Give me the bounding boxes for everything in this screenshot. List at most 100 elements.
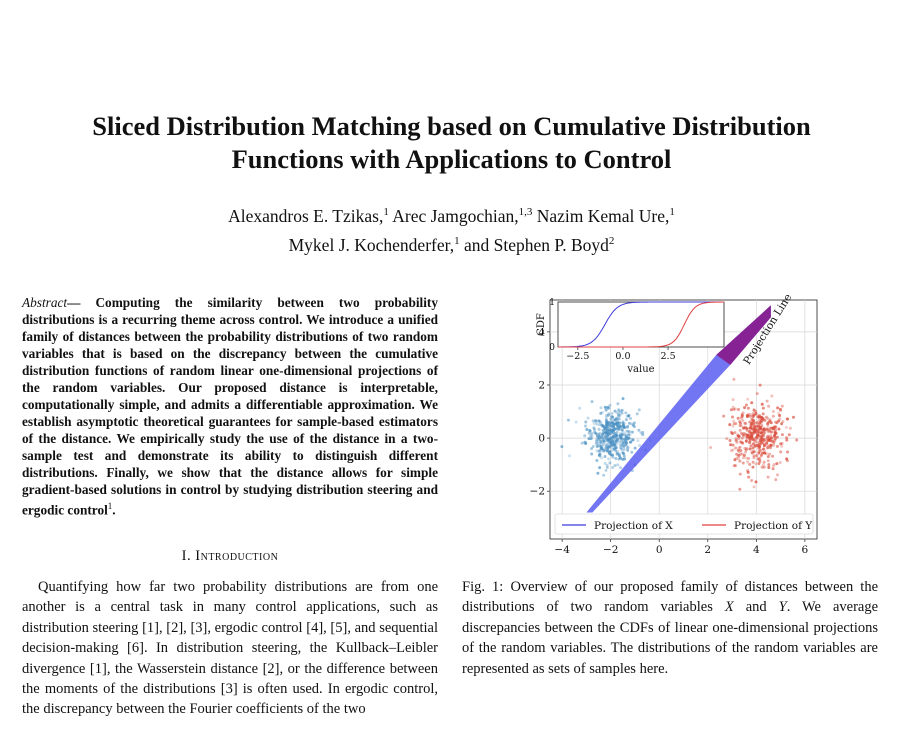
scatter-point <box>617 420 621 424</box>
scatter-point <box>755 421 759 425</box>
scatter-point <box>611 440 615 444</box>
scatter-point <box>750 432 754 436</box>
scatter-point <box>778 413 782 417</box>
scatter-point <box>757 418 761 422</box>
scatter-point <box>771 464 775 468</box>
scatter-point <box>741 456 745 460</box>
scatter-point <box>625 414 629 418</box>
scatter-point <box>751 415 755 419</box>
scatter-point <box>609 417 613 421</box>
scatter-point <box>722 414 726 418</box>
inset-frame <box>557 301 725 348</box>
scatter-point <box>758 416 762 420</box>
scatter-point <box>587 437 591 441</box>
legend-label: Projection of X <box>594 520 673 532</box>
scatter-point <box>637 408 641 412</box>
authors-line-2: Mykel J. Kochenderfer,1 and Stephen P. B… <box>0 229 903 258</box>
scatter-point <box>594 442 598 446</box>
scatter-point <box>778 461 782 465</box>
scatter-point <box>728 423 732 427</box>
scatter-point <box>733 431 737 435</box>
scatter-point <box>746 433 750 437</box>
scatter-point <box>754 462 758 466</box>
scatter-point <box>639 431 643 435</box>
scatter-point <box>626 448 630 452</box>
scatter-point <box>758 448 762 452</box>
scatter-point <box>599 447 603 451</box>
scatter-point <box>751 446 755 450</box>
scatter-point <box>622 425 626 429</box>
scatter-point <box>605 448 609 452</box>
inset-cdf-plot: −2.5 0.0 2.5 0 1 value CDF <box>536 298 725 375</box>
inset-x-tick-label: 0.0 <box>615 351 630 362</box>
scatter-point <box>752 438 756 442</box>
scatter-point <box>619 443 623 447</box>
scatter-point <box>746 469 750 473</box>
scatter-point <box>763 451 767 455</box>
scatter-point <box>747 440 751 444</box>
scatter-point <box>612 419 616 423</box>
scatter-point <box>605 414 609 418</box>
scatter-point <box>745 413 749 417</box>
scatter-point <box>615 439 619 443</box>
scatter-point <box>623 433 627 437</box>
scatter-point <box>595 439 599 443</box>
scatter-point <box>588 428 592 432</box>
scatter-point <box>775 421 779 425</box>
scatter-point <box>615 438 619 442</box>
caption-text-1: Overview of our proposed family of dista… <box>462 579 878 616</box>
scatter-point <box>750 430 754 434</box>
scatter-point <box>759 435 763 439</box>
section-title: Introduction <box>195 548 279 564</box>
scatter-point <box>612 418 616 422</box>
scatter-point <box>598 466 602 470</box>
scatter-point <box>605 435 609 439</box>
scatter-point <box>734 422 738 426</box>
scatter-point <box>787 433 791 437</box>
scatter-point <box>753 438 757 442</box>
scatter-point <box>620 428 624 432</box>
scatter-point <box>614 457 618 461</box>
scatter-point <box>624 443 628 447</box>
scatter-point <box>628 421 632 425</box>
scatter-point <box>622 437 626 441</box>
scatter-point <box>737 434 741 438</box>
scatter-point <box>612 426 616 430</box>
scatter-point <box>752 454 756 458</box>
scatter-point <box>744 450 748 454</box>
scatter-point <box>744 421 748 425</box>
scatter-point <box>734 407 738 411</box>
scatter-point <box>594 419 598 423</box>
scatter-point <box>601 436 605 440</box>
section-heading: I. Introduction <box>22 548 438 565</box>
scatter-point <box>739 448 743 452</box>
scatter-point <box>617 408 621 412</box>
scatter-point <box>611 466 615 470</box>
author-name: Arec Jamgochian, <box>392 205 519 226</box>
scatter-point <box>778 407 782 411</box>
scatter-point <box>622 454 626 458</box>
scatter-point <box>748 440 752 444</box>
scatter-point <box>597 423 601 427</box>
scatter-point <box>775 435 779 439</box>
scatter-point <box>780 422 784 426</box>
scatter-point <box>622 423 626 427</box>
scatter-point <box>614 446 618 450</box>
scatter-point <box>578 406 582 410</box>
scatter-point <box>630 422 634 426</box>
scatter-point <box>743 446 747 450</box>
scatter-point <box>615 417 619 421</box>
scatter-point <box>764 429 768 433</box>
scatter-point <box>766 459 770 463</box>
scatter-point <box>734 446 738 450</box>
scatter-point <box>611 415 615 419</box>
scatter-point <box>752 485 756 489</box>
scatter-point <box>778 417 782 421</box>
caption-text-2: . We average discrepancies between the C… <box>462 599 879 677</box>
scatter-point <box>597 449 601 453</box>
scatter-point <box>755 454 759 458</box>
inset-x-tick-label: −2.5 <box>566 351 589 362</box>
scatter-point <box>625 446 629 450</box>
scatter-point <box>770 430 774 434</box>
scatter-point <box>775 473 779 477</box>
